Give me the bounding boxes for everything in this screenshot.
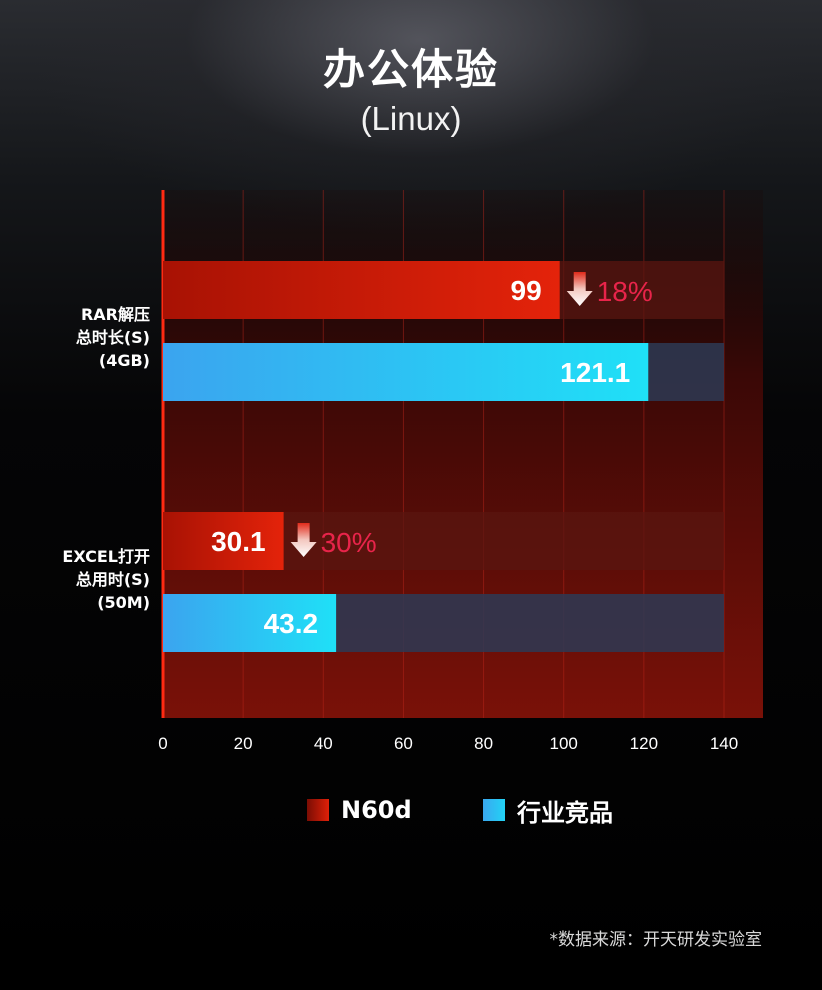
bar-n60d — [163, 512, 284, 570]
bar-competitor — [163, 594, 337, 652]
arrow-shape — [290, 523, 317, 557]
x-tick-label: 100 — [550, 734, 578, 753]
category-label-line: (4GB) — [98, 351, 150, 370]
category-label-line: RAR解压 — [80, 305, 150, 324]
legend-item-competitor: 行业竞品 — [483, 793, 613, 827]
chart-title: 办公体验 — [322, 45, 499, 94]
category-label-excel: EXCEL打开 总用时(S) (50M) — [0, 545, 150, 614]
legend-label-n60d: N60d — [341, 796, 412, 824]
decrease-percent-label: 30% — [321, 527, 377, 558]
x-tick-label: 120 — [630, 734, 658, 753]
legend: N60d 行业竞品 — [0, 793, 822, 827]
data-source-footnote: *数据来源：开天研发实验室 — [549, 930, 763, 950]
bar-value-label: 43.2 — [264, 608, 319, 639]
x-tick-label: 0 — [158, 734, 167, 753]
x-tick-label: 40 — [314, 734, 333, 753]
bar-competitor — [163, 343, 649, 401]
legend-swatch-n60d — [307, 799, 329, 821]
bar-value-label: 30.1 — [211, 526, 266, 557]
bar-value-label: 121.1 — [560, 357, 630, 388]
legend-label-competitor: 行业竞品 — [517, 798, 613, 827]
category-label-line: 总时长(S) — [75, 328, 150, 347]
legend-item-n60d: N60d — [307, 793, 412, 827]
down-arrow-icon — [290, 523, 317, 557]
down-arrow-icon — [566, 272, 593, 306]
bar-value-label: 99 — [511, 275, 542, 306]
category-label-line: 总用时(S) — [75, 570, 150, 589]
category-label-line: EXCEL打开 — [62, 547, 150, 566]
category-label-line: (50M) — [97, 593, 150, 612]
bar-n60d — [163, 261, 560, 319]
x-tick-label: 20 — [234, 734, 253, 753]
category-label-rar: RAR解压 总时长(S) (4GB) — [0, 303, 150, 372]
x-tick-label: 140 — [710, 734, 738, 753]
x-tick-label: 60 — [394, 734, 413, 753]
arrow-shape — [566, 272, 593, 306]
x-tick-label: 80 — [474, 734, 493, 753]
decrease-percent-label: 18% — [597, 276, 653, 307]
chart-subtitle: (Linux) — [360, 100, 462, 137]
legend-swatch-competitor — [483, 799, 505, 821]
